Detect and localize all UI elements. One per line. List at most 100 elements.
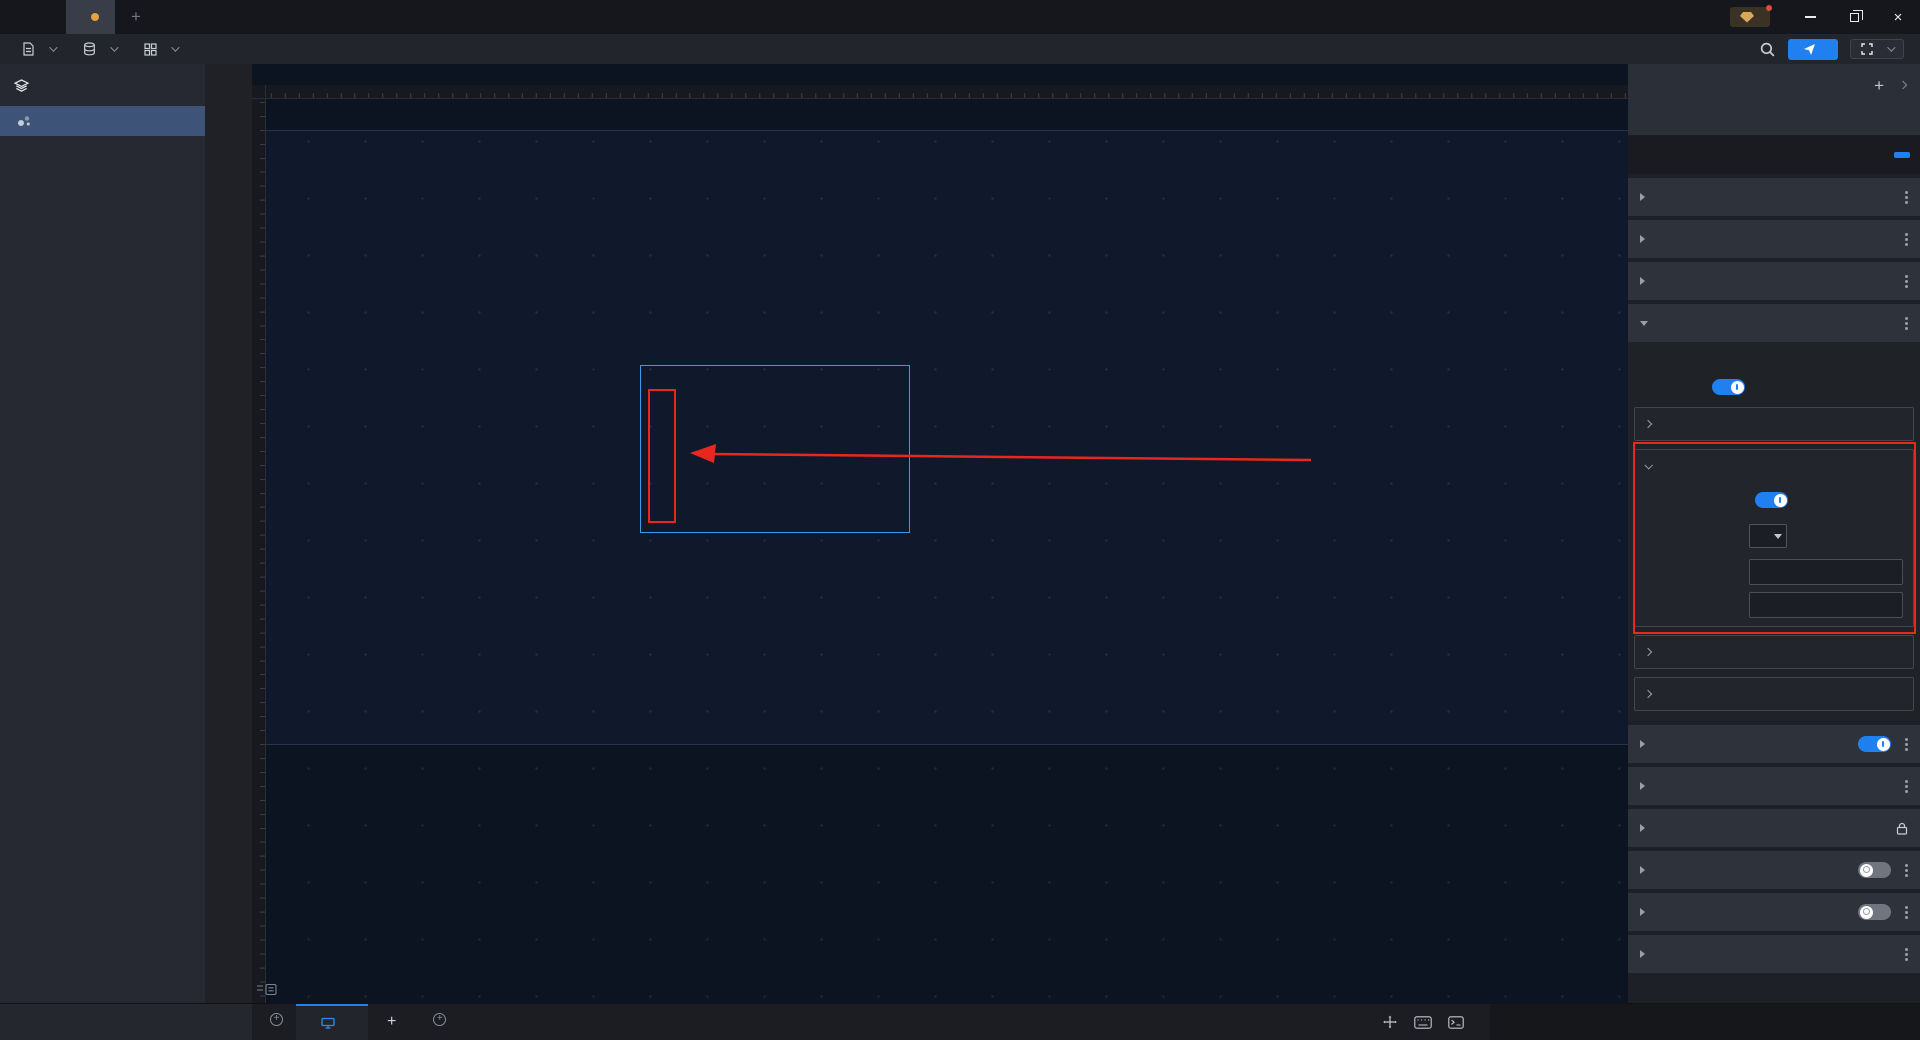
border-toggle-off[interactable] xyxy=(1858,862,1891,878)
ruler-toggle-icon[interactable] xyxy=(256,983,278,997)
kebab-menu-icon[interactable] xyxy=(1905,279,1908,283)
section-axis[interactable] xyxy=(1628,304,1920,342)
tick-line-toggle-on[interactable] xyxy=(1755,492,1788,508)
minimize-button[interactable] xyxy=(1788,0,1832,34)
titlebar: + × xyxy=(0,0,1920,34)
kebab-menu-icon[interactable] xyxy=(1905,952,1908,956)
background-toggle-off[interactable] xyxy=(1858,904,1891,920)
section-tooltip[interactable] xyxy=(1628,725,1920,763)
vertical-ruler xyxy=(252,85,266,1003)
expand-states-icon[interactable] xyxy=(1898,80,1908,90)
menu-project[interactable] xyxy=(8,34,69,64)
chevron-right-icon xyxy=(1643,647,1653,657)
caret-right-icon xyxy=(1640,740,1645,748)
layer-item-bubble-chart[interactable] xyxy=(0,106,205,136)
kebab-menu-icon[interactable] xyxy=(1905,237,1908,241)
database-icon xyxy=(84,42,95,56)
chevron-right-icon xyxy=(1643,689,1653,699)
background-tab[interactable]: + xyxy=(415,1004,459,1040)
group-tick-line-header[interactable] xyxy=(1635,450,1913,482)
foreground-tab[interactable]: + xyxy=(252,1004,296,1040)
fit-screen-icon xyxy=(1383,1015,1397,1029)
section-padding[interactable] xyxy=(1628,767,1920,805)
caret-right-icon xyxy=(1640,950,1645,958)
layers-panel xyxy=(0,64,205,1003)
ruler-corner xyxy=(252,85,266,99)
sub-board-tab-active[interactable] xyxy=(296,1004,368,1040)
monitor-icon xyxy=(321,1017,335,1029)
maximize-button[interactable] xyxy=(1832,0,1876,34)
y-axis-toggle-on[interactable] xyxy=(1712,379,1745,395)
section-basic-settings[interactable] xyxy=(1628,178,1920,216)
lock-icon[interactable] xyxy=(1896,822,1908,835)
selected-component-bubble-chart[interactable] xyxy=(640,365,910,533)
close-button[interactable]: × xyxy=(1893,8,1903,26)
custom-service-button[interactable] xyxy=(1730,5,1772,27)
minimize-icon xyxy=(1804,16,1816,18)
new-tab-button[interactable]: + xyxy=(131,7,141,26)
shortcut-keys-button[interactable] xyxy=(1406,1004,1440,1040)
diamond-icon xyxy=(1740,12,1754,23)
notification-dot xyxy=(1766,5,1772,11)
kebab-menu-icon[interactable] xyxy=(1905,868,1908,872)
canvas[interactable] xyxy=(252,64,1628,1003)
preview-button[interactable] xyxy=(1850,39,1904,59)
tab-home[interactable] xyxy=(0,0,66,34)
tab-project[interactable] xyxy=(66,0,115,34)
section-shape[interactable] xyxy=(1628,262,1920,300)
section-data-color[interactable] xyxy=(1628,220,1920,258)
kebab-menu-icon[interactable] xyxy=(1905,784,1908,788)
tooltip-toggle-on[interactable] xyxy=(1858,736,1891,752)
caret-right-icon xyxy=(1640,866,1645,874)
terminal-icon xyxy=(1448,1015,1464,1029)
bottom-bar-left-spacer xyxy=(0,1004,252,1040)
keyboard-icon xyxy=(1414,1015,1432,1029)
axis-tabs xyxy=(1632,350,1916,363)
chevron-down-icon xyxy=(110,43,119,52)
fit-screen-button[interactable] xyxy=(1374,1004,1406,1040)
component-library-strip xyxy=(205,64,252,1003)
chevron-right-icon xyxy=(1643,419,1653,429)
tick-length-row xyxy=(1635,590,1913,626)
menu-action[interactable] xyxy=(130,34,191,64)
chevron-down-icon xyxy=(1887,43,1896,52)
kebab-menu-icon[interactable] xyxy=(1905,321,1908,325)
section-background[interactable] xyxy=(1628,893,1920,931)
tick-line-switch-row xyxy=(1635,482,1913,518)
kebab-menu-icon[interactable] xyxy=(1905,195,1908,199)
group-tick-value[interactable] xyxy=(1634,635,1914,669)
group-tick-line xyxy=(1634,449,1914,627)
tick-width-field xyxy=(1749,559,1903,585)
section-size-position[interactable] xyxy=(1628,809,1920,847)
tutorial-button[interactable] xyxy=(1894,152,1910,158)
search-icon[interactable] xyxy=(1759,41,1776,58)
kebab-menu-icon[interactable] xyxy=(1905,742,1908,746)
add-background-icon[interactable]: + xyxy=(433,1012,447,1026)
tick-length-field xyxy=(1749,592,1903,618)
tick-color-swatch[interactable] xyxy=(1749,524,1787,548)
tick-length-input[interactable] xyxy=(1758,598,1818,612)
section-cover[interactable] xyxy=(1628,935,1920,973)
add-board-button[interactable]: + xyxy=(387,1013,397,1030)
publish-button[interactable] xyxy=(1788,38,1838,60)
paper-plane-icon xyxy=(1804,43,1815,55)
menu-data[interactable] xyxy=(69,34,130,64)
group-axis-name[interactable] xyxy=(1634,677,1914,711)
tick-color-chip xyxy=(1755,529,1770,544)
group-axis-line[interactable] xyxy=(1634,407,1914,441)
artboard xyxy=(266,130,1628,745)
kebab-menu-icon[interactable] xyxy=(1905,910,1908,914)
add-foreground-icon[interactable]: + xyxy=(270,1012,283,1026)
axis-settings-panel xyxy=(1628,342,1920,721)
section-border[interactable] xyxy=(1628,851,1920,889)
console-button[interactable] xyxy=(1440,1004,1472,1040)
tick-width-input[interactable] xyxy=(1758,565,1818,579)
component-header xyxy=(1628,136,1920,174)
y-axis-switch-row xyxy=(1632,367,1916,407)
caret-right-icon xyxy=(1640,908,1645,916)
annotation-box-axis-ticks xyxy=(648,389,676,523)
add-state-button[interactable]: + xyxy=(1874,75,1884,95)
tick-color-row xyxy=(1635,518,1913,554)
chevron-down-icon xyxy=(49,43,58,52)
